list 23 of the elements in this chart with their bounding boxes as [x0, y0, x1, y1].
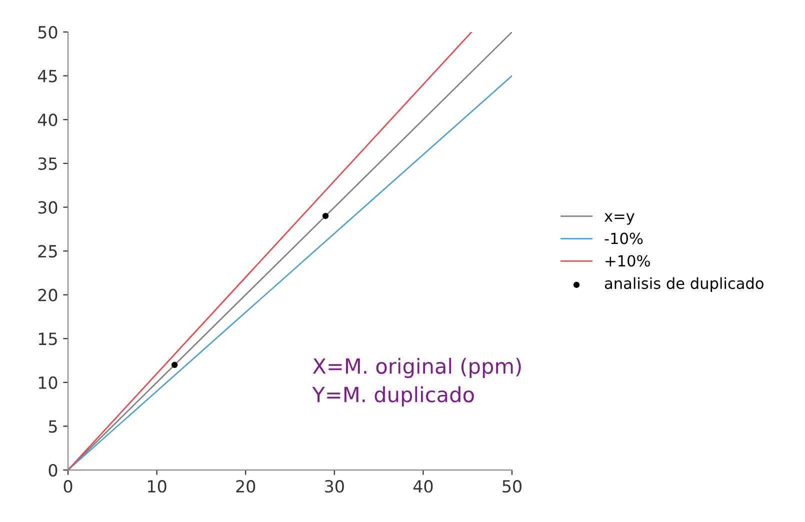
y-tick-label: 30 [38, 201, 58, 214]
y-tick-label: 35 [38, 157, 57, 170]
y-tick-label: 15 [38, 332, 57, 346]
legend-label: +10% [606, 255, 650, 267]
legend-label: analisis de duplicado [604, 277, 764, 292]
y-tick-label: 0 [48, 464, 58, 477]
y-tick-label: 20 [38, 288, 58, 302]
y-tick-label: 45 [38, 70, 57, 82]
y-tick-label: 10 [38, 376, 58, 389]
x-tick-label: 0 [64, 480, 72, 493]
x-tick-label: 20 [236, 480, 256, 493]
annotation: Y=M. duplicado [312, 386, 474, 406]
x-tick-label: 30 [325, 480, 344, 493]
x-tick-label: 50 [502, 480, 522, 493]
x-tick-label: 40 [413, 480, 433, 493]
y-tick-label: 50 [38, 26, 58, 39]
x-tick-label: 10 [148, 480, 166, 493]
y-tick-label: 40 [38, 114, 58, 126]
y-tick-label: 5 [48, 420, 57, 433]
y-tick-label: 25 [38, 244, 57, 258]
annotation: X=M. original (ppm) [312, 358, 521, 378]
legend-label: x=y [604, 213, 634, 225]
legend-label: -10% [604, 232, 643, 244]
